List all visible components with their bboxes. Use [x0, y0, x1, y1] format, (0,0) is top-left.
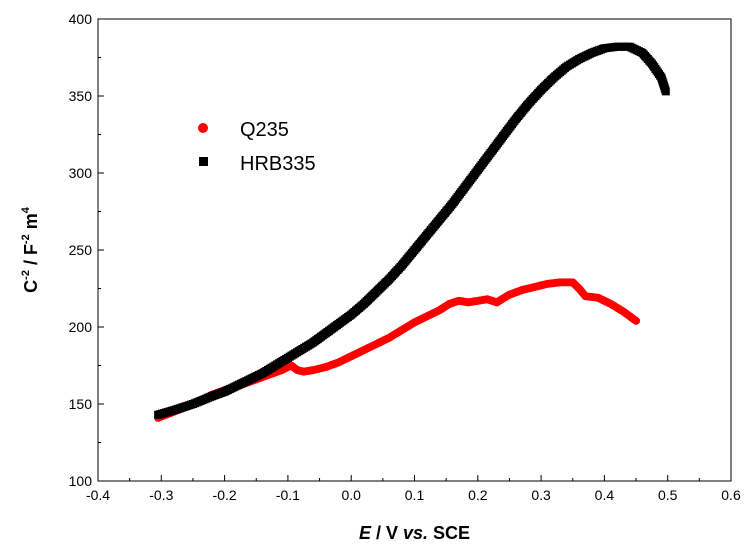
x-tick-label: 0.1: [405, 487, 425, 503]
x-tick-label: 0.6: [721, 487, 741, 503]
y-label-m: m: [21, 213, 41, 234]
x-tick-label: -0.4: [86, 487, 110, 503]
y-label-m-exp: 4: [20, 206, 32, 213]
x-tick-label: 0.5: [658, 487, 678, 503]
x-axis-label: E / V vs. SCE: [359, 523, 470, 543]
y-label-c-exp: -2: [20, 270, 32, 280]
x-tick-label: 0.4: [595, 487, 615, 503]
y-label-c: C: [21, 280, 41, 293]
x-label-tail: SCE: [428, 523, 470, 543]
x-tick-label: 0.2: [468, 487, 488, 503]
series-q235: [154, 278, 641, 422]
x-label-mid: / V: [371, 523, 403, 543]
series-hrb335: [154, 42, 670, 419]
x-tick-label: 0.0: [341, 487, 361, 503]
y-tick-label: 250: [69, 242, 93, 258]
legend-marker-q235: [198, 123, 208, 133]
y-label-f-exp: -2: [20, 234, 32, 244]
x-label-e: E: [359, 523, 372, 543]
data-point: [661, 87, 670, 96]
x-tick-label: 0.3: [531, 487, 551, 503]
legend-item-hrb335: HRB335: [199, 153, 316, 175]
y-tick-label: 200: [69, 319, 93, 335]
data-point: [632, 316, 641, 325]
x-tick-label: -0.1: [276, 487, 300, 503]
legend-label-q235: Q235: [240, 119, 289, 141]
x-axis: -0.4 -0.3 -0.2 -0.1 0.0 0.1 0.2 0.3 0.4 0.5 0.6: [86, 475, 741, 503]
y-axis-label: C-2 / F-2 m4: [20, 206, 41, 293]
y-axis: 100 150 200 250 300 350 400: [69, 11, 104, 489]
y-tick-label: 150: [69, 396, 93, 412]
legend-label-hrb335: HRB335: [240, 153, 316, 175]
series-layer: [154, 42, 670, 422]
legend: Q235 HRB335: [198, 119, 316, 175]
x-tick-label: -0.3: [149, 487, 173, 503]
x-tick-label: -0.2: [213, 487, 237, 503]
legend-item-q235: Q235: [198, 119, 289, 141]
y-tick-label: 100: [69, 473, 93, 489]
y-label-sep: / F: [21, 244, 41, 270]
x-label-vs: vs.: [403, 523, 428, 543]
y-tick-label: 400: [69, 11, 93, 27]
y-tick-label: 350: [69, 88, 93, 104]
legend-marker-hrb335: [199, 157, 208, 166]
y-tick-label: 300: [69, 165, 93, 181]
